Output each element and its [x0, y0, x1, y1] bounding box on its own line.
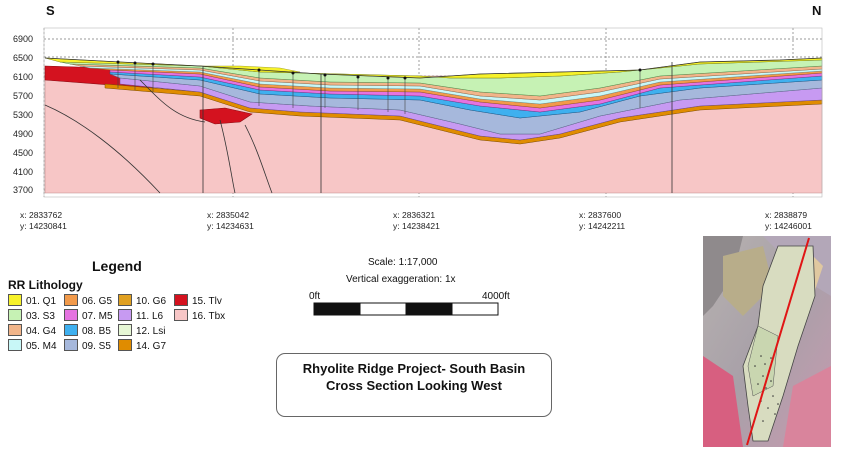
legend-swatch: [64, 324, 78, 336]
legend-item: 01. Q1: [8, 294, 56, 307]
legend-swatch: [8, 294, 22, 306]
coordinate-label: x: 2837600 y: 14242211: [579, 210, 626, 231]
direction-north: N: [812, 3, 822, 18]
title-line-2: Cross Section Looking West: [325, 378, 502, 393]
cross-section: [43, 27, 823, 198]
legend-item: 11. L6: [118, 309, 163, 322]
legend-item: 07. M5: [64, 309, 113, 322]
topographic-surface: [44, 57, 823, 79]
legend-swatch: [118, 294, 132, 306]
legend-item: 16. Tbx: [174, 309, 225, 322]
elevation-label: 6900: [13, 34, 34, 44]
direction-south: S: [46, 3, 55, 18]
scale-text: Scale: 1:17,000: [368, 257, 438, 268]
fault-lines: [44, 62, 673, 194]
legend-item: 08. B5: [64, 324, 111, 337]
section-frame: [43, 27, 823, 198]
legend-item: 03. S3: [8, 309, 55, 322]
scale-bar: [313, 302, 499, 316]
coordinate-label: x: 2833762 y: 14230841: [20, 210, 67, 231]
elevation-label: 3700: [13, 185, 34, 195]
vertical-exaggeration: Vertical exaggeration: 1x: [346, 274, 456, 285]
elevation-label: 4500: [13, 148, 34, 158]
legend-item: 04. G4: [8, 324, 56, 337]
legend-item: 15. Tlv: [174, 294, 222, 307]
legend-item: 14. G7: [118, 339, 166, 352]
legend-swatch: [174, 309, 188, 321]
legend-item: 05. M4: [8, 339, 57, 352]
legend-item: 09. S5: [64, 339, 111, 352]
elevation-label: 5700: [13, 91, 34, 101]
legend-swatch: [64, 309, 78, 321]
legend-swatch: [64, 294, 78, 306]
legend-swatch: [8, 339, 22, 351]
legend-item: 12. Lsi: [118, 324, 165, 337]
legend-swatch: [8, 324, 22, 336]
drill-holes: [117, 62, 641, 114]
coordinate-label: x: 2836321 y: 14238421: [393, 210, 440, 231]
legend-subtitle: RR Lithology: [8, 278, 83, 292]
unit-tlv: [199, 107, 253, 125]
scale-bar-end: 4000ft: [482, 291, 510, 302]
legend-swatch: [174, 294, 188, 306]
legend-swatch: [118, 324, 132, 336]
title-line-1: Rhyolite Ridge Project- South Basin: [302, 361, 526, 376]
legend-item: 10. G6: [118, 294, 166, 307]
elevation-label: 6100: [13, 72, 34, 82]
legend-swatch: [118, 309, 132, 321]
elevation-label: 4100: [13, 167, 34, 177]
coordinate-label: x: 2835042 y: 14234631: [207, 210, 254, 231]
legend-title: Legend: [92, 258, 142, 274]
location-map: [703, 236, 831, 447]
legend-swatch: [8, 309, 22, 321]
title-box: Rhyolite Ridge Project- South Basin Cros…: [276, 353, 552, 417]
coordinate-label: x: 2838879 y: 14246001: [765, 210, 812, 231]
legend-swatch: [64, 339, 78, 351]
elevation-label: 4900: [13, 129, 34, 139]
legend-item: 06. G5: [64, 294, 112, 307]
legend-swatch: [118, 339, 132, 351]
elevation-label: 6500: [13, 53, 34, 63]
scale-bar-start: 0ft: [309, 291, 321, 302]
elevation-label: 5300: [13, 110, 34, 120]
drill-collars: [116, 60, 642, 80]
